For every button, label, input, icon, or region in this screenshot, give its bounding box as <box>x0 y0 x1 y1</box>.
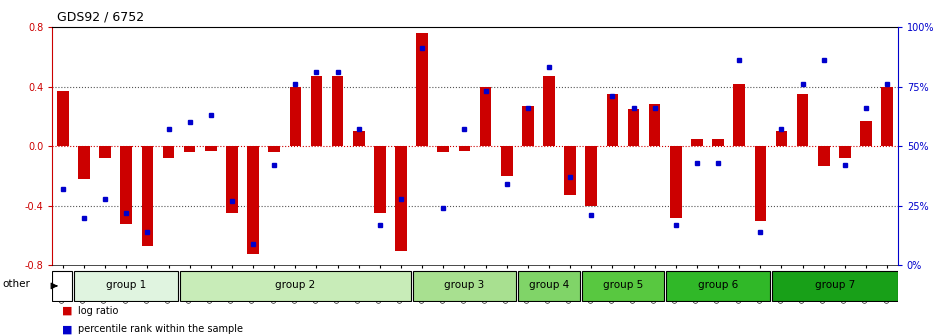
Bar <box>543 76 555 146</box>
Bar <box>754 146 766 221</box>
Bar <box>205 146 217 151</box>
Bar <box>692 139 703 146</box>
Bar <box>712 139 724 146</box>
Bar <box>247 146 258 253</box>
Bar <box>666 271 770 301</box>
Text: group 7: group 7 <box>815 280 855 290</box>
Bar <box>438 146 449 152</box>
Bar <box>501 146 512 176</box>
Text: percentile rank within the sample: percentile rank within the sample <box>78 324 243 334</box>
Bar <box>100 146 111 158</box>
Text: group 2: group 2 <box>276 280 315 290</box>
Bar <box>412 271 516 301</box>
Bar <box>797 94 808 146</box>
Bar <box>332 76 343 146</box>
Text: ■: ■ <box>62 324 72 334</box>
Bar <box>78 146 89 179</box>
Bar <box>353 131 365 146</box>
Bar <box>581 271 664 301</box>
Text: group 4: group 4 <box>529 280 569 290</box>
Bar <box>607 94 618 146</box>
Bar <box>564 146 576 195</box>
Bar <box>733 84 745 146</box>
Bar <box>395 146 407 251</box>
Bar <box>776 131 788 146</box>
Text: group 6: group 6 <box>698 280 738 290</box>
Bar <box>74 271 178 301</box>
Bar <box>180 271 410 301</box>
Bar <box>121 146 132 224</box>
Bar <box>374 146 386 213</box>
Text: GDS92 / 6752: GDS92 / 6752 <box>57 10 144 24</box>
Bar <box>480 86 491 146</box>
Text: log ratio: log ratio <box>78 306 118 316</box>
Bar <box>628 109 639 146</box>
Bar <box>585 146 597 206</box>
Text: group 5: group 5 <box>603 280 643 290</box>
Bar <box>459 146 470 151</box>
Bar <box>311 76 322 146</box>
Bar <box>861 121 872 146</box>
Bar <box>670 146 681 218</box>
Bar <box>839 146 850 158</box>
Bar <box>519 271 580 301</box>
Bar <box>57 91 68 146</box>
Text: group 1: group 1 <box>106 280 146 290</box>
Bar <box>522 106 534 146</box>
Bar <box>226 146 238 213</box>
Bar <box>818 146 829 166</box>
Bar <box>416 33 428 146</box>
Bar <box>142 146 153 246</box>
Bar <box>649 104 660 146</box>
Text: ■: ■ <box>62 306 72 316</box>
Bar <box>290 86 301 146</box>
Text: other: other <box>2 279 29 289</box>
Bar <box>882 86 893 146</box>
Bar <box>162 146 174 158</box>
Bar <box>269 146 280 152</box>
Bar <box>184 146 196 152</box>
Bar <box>772 271 898 301</box>
Text: group 3: group 3 <box>445 280 484 290</box>
Bar <box>52 271 72 301</box>
